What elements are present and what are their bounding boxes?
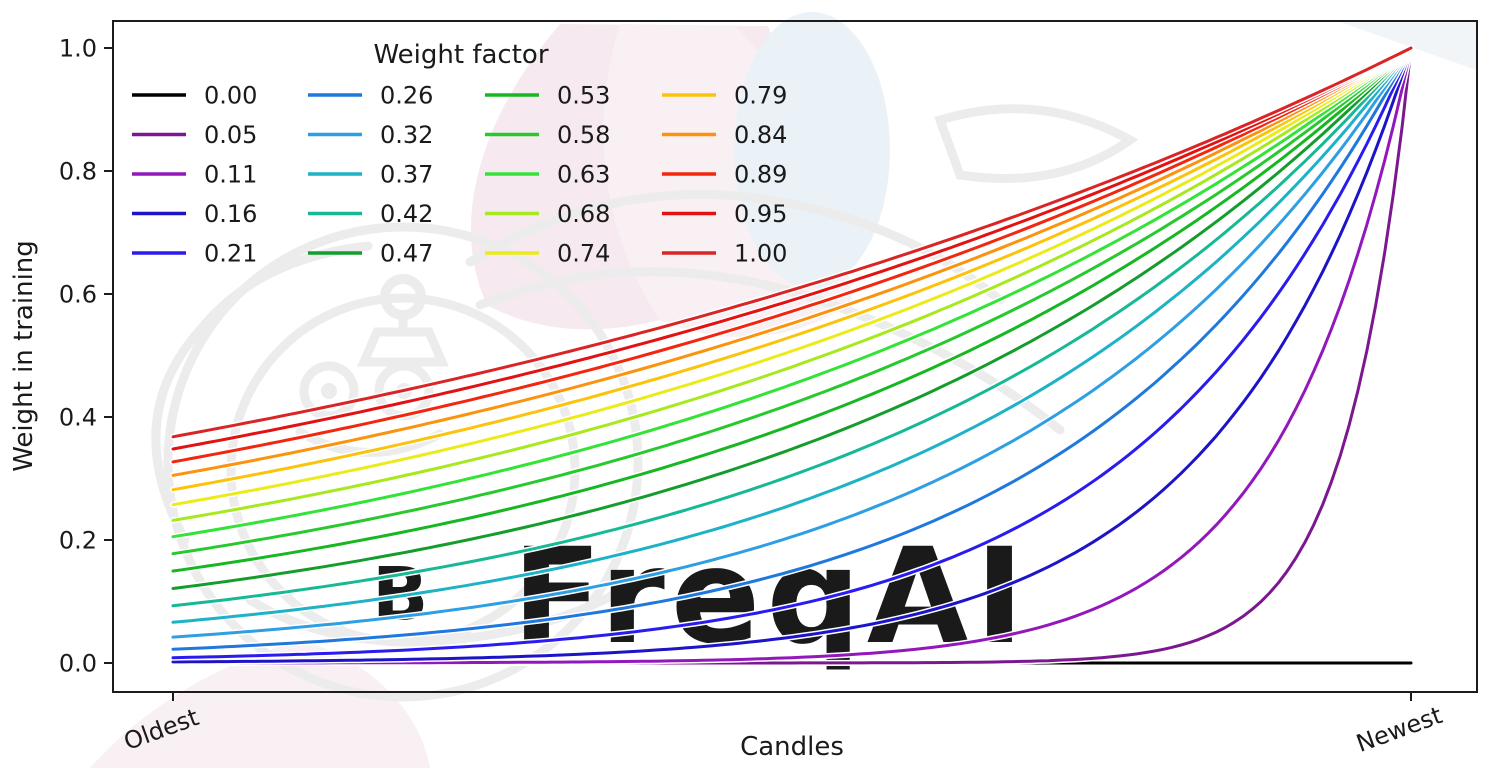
y-tick-label: 1.0 xyxy=(59,35,97,63)
legend-item-label: 0.95 xyxy=(734,200,787,228)
legend-item-label: 0.84 xyxy=(734,121,787,149)
legend-item: 0.47 xyxy=(308,240,433,268)
legend-item: 0.74 xyxy=(485,240,610,268)
freqai-watermark: B FreqAI xyxy=(90,12,1476,768)
legend: Weight factor 0.000.050.110.160.210.260.… xyxy=(132,40,787,268)
legend-item-label: 0.89 xyxy=(734,161,787,189)
series-line-0.21 xyxy=(171,46,1413,660)
legend-item: 0.68 xyxy=(485,200,610,228)
series-line-0.89 xyxy=(171,46,1413,464)
logo-leaf-outline xyxy=(934,104,1139,183)
legend-item-label: 0.05 xyxy=(204,121,257,149)
series-line-0.26 xyxy=(171,46,1413,651)
series-line-0.37 xyxy=(171,46,1413,624)
legend-item: 0.26 xyxy=(308,82,433,110)
y-tick-label: 0.6 xyxy=(59,281,97,309)
series-line-0.95 xyxy=(171,46,1413,451)
legend-item: 1.00 xyxy=(662,240,787,268)
legend-item: 0.42 xyxy=(308,200,433,228)
legend-item-label: 0.37 xyxy=(380,161,433,189)
legend-title: Weight factor xyxy=(373,40,548,70)
series-line-0.84 xyxy=(171,46,1413,477)
legend-item-label: 0.53 xyxy=(557,82,610,110)
legend-item: 0.00 xyxy=(132,82,257,110)
series-lines xyxy=(170,45,1414,666)
legend-item-label: 0.11 xyxy=(204,161,257,189)
series-line-1.00 xyxy=(171,46,1413,439)
legend-item: 0.53 xyxy=(485,82,610,110)
legend-item-label: 0.68 xyxy=(557,200,610,228)
legend-item-label: 1.00 xyxy=(734,240,787,268)
legend-item: 0.21 xyxy=(132,240,257,268)
series-line-0.68 xyxy=(171,46,1413,522)
series-line-0.79 xyxy=(171,46,1413,492)
legend-item: 0.79 xyxy=(662,82,787,110)
series-line-0.47 xyxy=(171,46,1413,590)
series-line-0.74 xyxy=(171,46,1413,507)
legend-item-label: 0.16 xyxy=(204,200,257,228)
y-axis: 0.0 0.2 0.4 0.6 0.8 1.0 xyxy=(59,35,112,678)
legend-item-label: 0.74 xyxy=(557,240,610,268)
legend-item-label: 0.21 xyxy=(204,240,257,268)
legend-item: 0.16 xyxy=(132,200,257,228)
series-line-0.32 xyxy=(171,46,1413,639)
logo-left-pupil xyxy=(321,383,337,399)
x-tick-label-newest: Newest xyxy=(1353,701,1446,758)
y-tick-label: 0.8 xyxy=(59,158,97,186)
legend-item: 0.05 xyxy=(132,121,257,149)
legend-item: 0.11 xyxy=(132,161,257,189)
legend-item: 0.63 xyxy=(485,161,610,189)
legend-item: 0.84 xyxy=(662,121,787,149)
legend-items: 0.00 0.05 0.11 0.16 0.21 0.26 0.32 0.37 0.42 0.47… xyxy=(132,82,787,268)
legend-item: 0.37 xyxy=(308,161,433,189)
legend-item-label: 0.58 xyxy=(557,121,610,149)
axes-frame xyxy=(112,20,1478,693)
series-line-0.42 xyxy=(171,46,1413,608)
legend-item: 0.32 xyxy=(308,121,433,149)
legend-item: 0.58 xyxy=(485,121,610,149)
legend-item-label: 0.26 xyxy=(380,82,433,110)
logo-wing-left xyxy=(151,241,373,545)
legend-item-label: 0.63 xyxy=(557,161,610,189)
y-tick-label: 0.4 xyxy=(59,404,97,432)
legend-item-label: 0.79 xyxy=(734,82,787,110)
legend-item-label: 0.42 xyxy=(380,200,433,228)
legend-item-label: 0.47 xyxy=(380,240,433,268)
y-tick-label: 0.2 xyxy=(59,527,97,555)
series-line-0.53 xyxy=(171,46,1413,573)
y-tick-label: 0.0 xyxy=(59,650,97,678)
legend-item-label: 0.32 xyxy=(380,121,433,149)
x-axis-label: Candles xyxy=(740,732,844,762)
series-line-0.63 xyxy=(171,46,1413,539)
y-axis-label: Weight in training xyxy=(9,240,39,472)
legend-item: 0.89 xyxy=(662,161,787,189)
series-line-0.16 xyxy=(171,46,1413,664)
legend-item-label: 0.00 xyxy=(204,82,257,110)
logo-outer-circle xyxy=(163,222,643,702)
legend-item: 0.95 xyxy=(662,200,787,228)
logo-body xyxy=(357,327,449,367)
series-line-0.58 xyxy=(171,46,1413,556)
